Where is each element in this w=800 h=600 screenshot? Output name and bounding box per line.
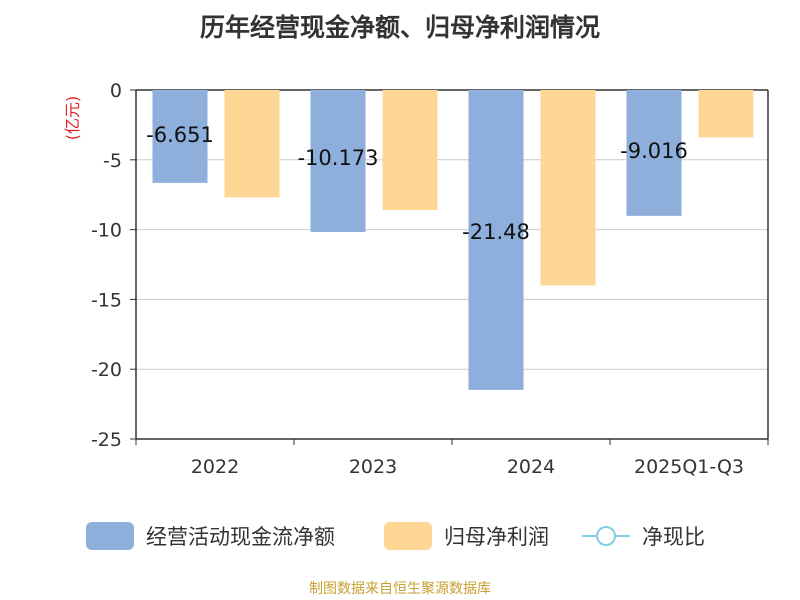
- y-tick-label: -15: [91, 289, 122, 311]
- y-tick-label: -5: [103, 150, 122, 172]
- x-tick-label: 2023: [349, 456, 397, 478]
- bar-cashflow-2024: [468, 90, 524, 390]
- data-label: -10.173: [297, 146, 378, 170]
- bar-cashflow-2023: [310, 90, 366, 233]
- legend-marker: [596, 526, 616, 546]
- chart-title: 历年经营现金净额、归母净利润情况: [199, 13, 600, 42]
- y-tick-label: -10: [91, 220, 122, 242]
- axes: 0 -5 -10 -15 -20 -25 (亿元) 2022 2023 2024 2025Q1-Q3: [63, 80, 769, 478]
- y-axis-label: (亿元): [63, 96, 82, 141]
- bar-cashflow-2022: [152, 90, 208, 183]
- x-tick-label: 2025Q1-Q3: [634, 456, 744, 478]
- legend-swatch: [384, 522, 432, 550]
- x-tick-label: 2022: [191, 456, 239, 478]
- data-label: -21.48: [462, 220, 530, 244]
- y-tick-label: -25: [91, 429, 122, 451]
- data-label: -9.016: [620, 139, 688, 163]
- y-tick-label: 0: [110, 80, 122, 102]
- y-tick-label: -20: [91, 359, 122, 381]
- bar-netprofit-2024: [540, 90, 596, 286]
- data-labels: -6.651 -10.173 -21.48 -9.016: [146, 123, 688, 244]
- data-label: -6.651: [146, 123, 214, 147]
- legend-label: 归母净利润: [444, 525, 549, 549]
- legend-swatch: [86, 522, 134, 550]
- bar-cashflow-2025Q1-Q3: [626, 90, 682, 216]
- legend: 经营活动现金流净额 归母净利润 净现比: [86, 522, 705, 550]
- legend-label: 净现比: [642, 525, 705, 549]
- x-tick-label: 2024: [507, 456, 555, 478]
- source-note: 制图数据来自恒生聚源数据库: [309, 581, 491, 597]
- bar-netprofit-2025Q1-Q3: [698, 90, 754, 138]
- bar-netprofit-2023: [382, 90, 438, 211]
- legend-label: 经营活动现金流净额: [146, 525, 335, 549]
- bars: [152, 90, 754, 390]
- bar-netprofit-2022: [224, 90, 280, 198]
